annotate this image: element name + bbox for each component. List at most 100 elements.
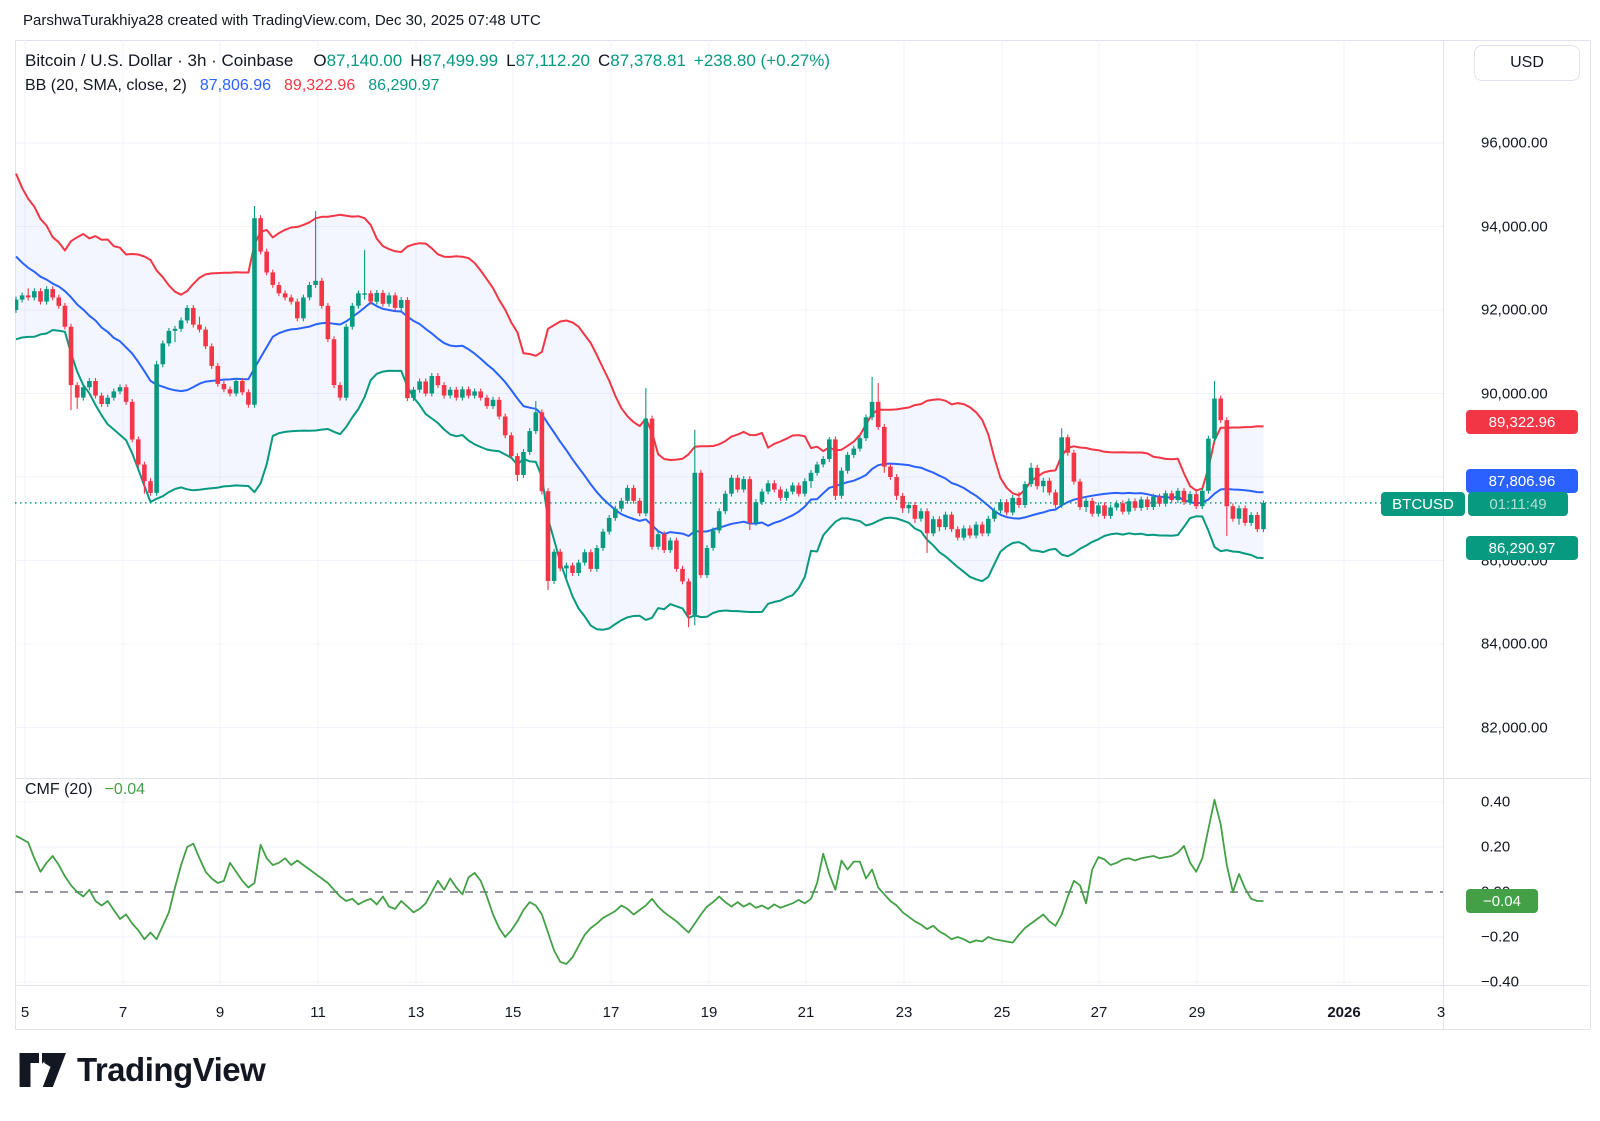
candle-body	[490, 399, 496, 407]
candle-body	[288, 297, 294, 302]
time-axis-label: 17	[602, 1004, 620, 1021]
candle-body	[1230, 506, 1236, 519]
cmf-line	[15, 798, 1264, 965]
candle-body	[105, 397, 110, 404]
candle-body	[643, 418, 649, 514]
attribution-text: ParshwaTurakhiya28 created with TradingV…	[23, 12, 541, 29]
candle-body	[1059, 437, 1064, 505]
frame-bottom	[15, 1029, 1590, 1030]
candle-body	[62, 305, 68, 327]
candle-body	[343, 326, 349, 398]
candle-body	[454, 389, 459, 398]
candle-body	[460, 389, 465, 398]
candle-body	[1132, 501, 1138, 508]
candle-body	[466, 389, 471, 396]
currency-button[interactable]: USD	[1474, 45, 1580, 81]
candle-body	[282, 293, 288, 298]
ohlc-low-value: 87,112.20	[515, 51, 590, 70]
candle-body	[1016, 497, 1022, 505]
cmf-axis-label: −0.20	[1481, 928, 1519, 946]
candle-body	[1120, 503, 1126, 512]
candle-body	[307, 285, 312, 298]
candle-body	[882, 426, 887, 467]
candle-body	[227, 389, 233, 394]
candle-body	[81, 387, 86, 398]
candle-body	[435, 376, 441, 386]
candle-body	[723, 493, 728, 512]
candle-body	[472, 391, 477, 396]
candle-body	[313, 280, 318, 285]
candle-body	[148, 481, 153, 493]
candle-body	[631, 487, 636, 501]
candle-body	[753, 502, 759, 523]
candle-body	[221, 383, 227, 390]
price-axis-label: 84,000.00	[1481, 635, 1548, 653]
candle-body	[441, 385, 447, 396]
time-axis-label: 7	[118, 1004, 128, 1021]
bb-legend[interactable]: BB (20, SMA, close, 2) 87,806.96 89,322.96…	[25, 77, 439, 95]
tradingview-wordmark: TradingView	[77, 1051, 266, 1088]
candle-body	[1138, 499, 1144, 508]
symbol-badge: BTCUSD	[1381, 492, 1465, 516]
ohlc-high-value: 87,499.99	[422, 51, 499, 70]
candle-body	[778, 489, 783, 498]
candle-body	[698, 472, 704, 576]
candle-body	[197, 324, 202, 330]
time-axis-label: 19	[700, 1004, 718, 1021]
candle-body	[539, 412, 545, 492]
candle-body	[429, 376, 435, 394]
candle-body	[576, 562, 581, 573]
candle-body	[172, 328, 178, 331]
frame-left	[15, 40, 16, 1029]
time-axis-label: 2026	[1327, 1004, 1361, 1021]
candle-body	[949, 514, 954, 530]
candle-body	[423, 381, 428, 394]
candle-body	[1089, 500, 1095, 514]
candle-body	[741, 479, 746, 490]
candle-body	[533, 412, 539, 432]
cmf-value: −0.04	[104, 781, 146, 798]
pane-separator[interactable]	[15, 778, 1590, 779]
candle-body	[845, 454, 850, 471]
candle-body	[496, 399, 502, 417]
candle-body	[937, 519, 942, 528]
candle-body	[1193, 494, 1199, 507]
bb-basis-line	[15, 255, 1264, 537]
candle-body	[1151, 496, 1156, 507]
candle-body	[411, 389, 416, 398]
chart-canvas[interactable]	[15, 40, 1443, 985]
candle-body	[209, 346, 214, 366]
cmf-axis-label: −0.40	[1481, 973, 1519, 991]
candle-body	[814, 464, 820, 473]
symbol-legend[interactable]: Bitcoin / U.S. Dollar · 3h · Coinbase O87…	[25, 51, 830, 71]
candle-body	[1248, 515, 1254, 523]
candle-body	[637, 500, 642, 514]
candle-body	[649, 418, 655, 547]
candle-body	[655, 534, 661, 547]
candle-body	[74, 385, 80, 398]
candle-body	[820, 459, 826, 465]
candle-body	[888, 466, 893, 477]
candle-body	[912, 505, 918, 519]
time-axis-label: 23	[895, 1004, 913, 1021]
cmf-legend[interactable]: CMF (20) −0.04	[25, 781, 145, 799]
candle-body	[551, 551, 557, 581]
tradingview-logo[interactable]: TradingView	[18, 1051, 266, 1089]
candle-body	[839, 470, 844, 496]
candle-body	[661, 534, 667, 551]
candle-body	[398, 300, 404, 308]
candle-body	[515, 456, 520, 475]
candle-body	[998, 502, 1003, 511]
bb-fill	[16, 173, 1264, 630]
candle-body	[405, 300, 410, 399]
bb-upper-value: 89,322.96	[284, 77, 356, 94]
price-axis-label: 90,000.00	[1481, 385, 1548, 402]
candle-body	[93, 381, 98, 396]
candle-body	[680, 568, 685, 582]
candle-body	[857, 438, 863, 449]
candle-body	[478, 391, 483, 398]
candle-body	[1163, 493, 1168, 504]
candle-body	[19, 295, 25, 300]
candle-body	[154, 364, 159, 493]
cmf-axis-label: 0.40	[1481, 793, 1511, 811]
